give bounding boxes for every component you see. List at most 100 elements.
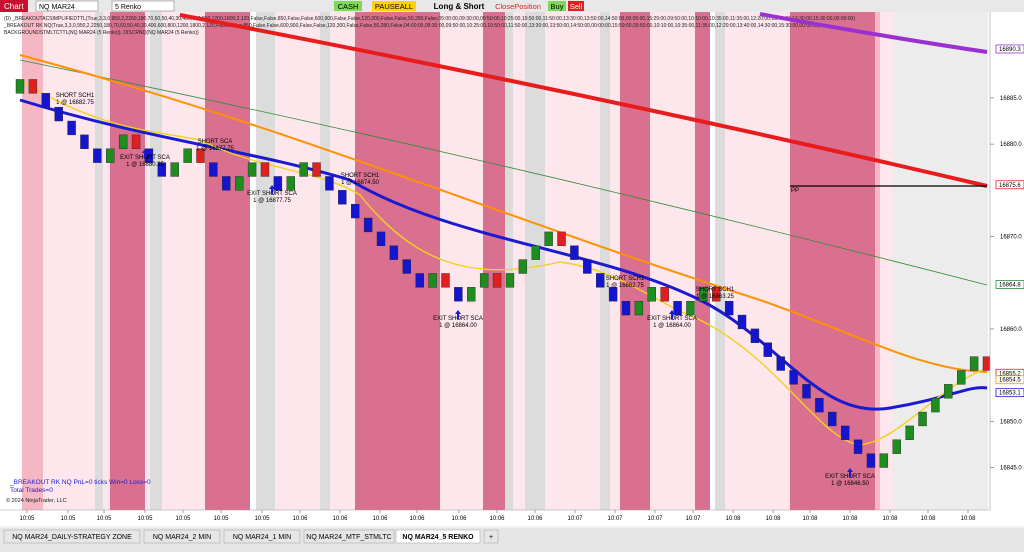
price-tick-label: 16880.0: [1000, 142, 1022, 148]
toolbar-button-label[interactable]: Sell: [570, 2, 583, 11]
renko-brick: [402, 259, 411, 274]
price-marker: [995, 180, 1024, 190]
time-label: 10:05: [60, 516, 76, 522]
trade-label: SHORT SCH1: [696, 287, 735, 293]
toolbar-button[interactable]: [548, 1, 566, 11]
price-marker-label: 16855.2: [999, 371, 1021, 377]
renko-brick: [441, 273, 450, 288]
renko-brick: [712, 287, 721, 302]
renko-brick: [621, 300, 631, 316]
toolbar: [0, 0, 1024, 12]
renko-brick: [351, 203, 360, 219]
session-band: [110, 12, 145, 510]
price-tick-label: 16860.0: [1000, 327, 1022, 333]
tab-label[interactable]: NQ MAR24_MTF_STMLTC: [306, 534, 391, 541]
trade-detail: 1 @ 16863.25: [696, 294, 734, 300]
session-band: [505, 12, 513, 510]
price-marker: [995, 388, 1024, 398]
tab[interactable]: [483, 529, 499, 544]
toolbar-button-label[interactable]: PAUSEALL: [375, 2, 413, 11]
price-tick-label: 16885.0: [1000, 96, 1022, 102]
trade-detail: 1 @ 16864.00: [439, 323, 477, 329]
trade-label: SHORT SCA: [198, 139, 233, 145]
toolbar-button[interactable]: [334, 1, 362, 11]
trade-arrow: [455, 310, 461, 319]
session-band: [145, 12, 150, 510]
renko-brick: [518, 259, 528, 274]
time-label: 10:08: [842, 516, 858, 522]
tab-label[interactable]: NQ MAR24_5 RENKO: [402, 534, 474, 541]
period[interactable]: 5 Renko: [115, 4, 141, 11]
trade-arrow: [669, 310, 675, 319]
renko-brick: [647, 287, 656, 302]
renko-brick: [325, 176, 334, 191]
window-button[interactable]: [1008, 1, 1022, 11]
tab[interactable]: [395, 529, 481, 544]
time-label: 10:06: [292, 516, 308, 522]
tab[interactable]: [3, 529, 141, 544]
renko-brick: [866, 453, 876, 468]
indicator-line: (D) _BREAKOUTACSIMPLIFIEDTTL(True,3,3,0,…: [4, 16, 855, 22]
renko-brick: [338, 190, 347, 205]
time-label: 10:08: [960, 516, 976, 522]
toolbar-button-label[interactable]: Buy: [551, 2, 564, 11]
tab-label[interactable]: NQ MAR24_DAILY-STRATEGY ZONE: [12, 534, 132, 541]
session-band: [256, 12, 275, 510]
renko-brick: [312, 162, 321, 177]
time-label: 10:06: [409, 516, 425, 522]
renko-brick: [957, 370, 966, 385]
tab-label[interactable]: NQ MAR24_2 MIN: [153, 534, 211, 541]
copyright: © 2024 NinjaTrader, LLC: [6, 497, 67, 504]
renko-brick: [93, 148, 102, 163]
time-label: 10:06: [489, 516, 505, 522]
renko-brick: [467, 287, 476, 302]
session-band: [150, 12, 162, 510]
tab-label[interactable]: NQ MAR24_1 MIN: [233, 534, 291, 541]
time-label: 10:05: [19, 516, 35, 522]
session-band: [205, 12, 250, 510]
instrument-select[interactable]: [35, 0, 99, 12]
toolbar-button[interactable]: [372, 1, 416, 11]
red-ma: [179, 13, 988, 188]
indicator-line: _BREAKOUT RK NQ(True,3,3,0,950,2,2250,18…: [3, 23, 821, 29]
renko-brick: [196, 148, 205, 163]
price-marker-label: 16864.8: [999, 283, 1021, 289]
trade-arrow: [847, 468, 853, 477]
price-marker-label: 16854.5: [999, 378, 1021, 384]
tab[interactable]: [223, 529, 301, 544]
renko-brick: [260, 162, 270, 177]
tab[interactable]: [303, 529, 395, 544]
renko-brick: [969, 356, 979, 371]
price-axis: [990, 12, 1024, 510]
trade-detail: 1 @ 16862.75: [606, 283, 644, 289]
tab[interactable]: [143, 529, 221, 544]
renko-brick: [802, 384, 811, 399]
renko-brick: [570, 245, 579, 260]
session-band: [875, 12, 880, 510]
price-marker: [995, 44, 1024, 54]
toolbar-button[interactable]: [568, 1, 584, 11]
toolbar-button-label[interactable]: ClosePosition: [495, 2, 541, 11]
renko-brick: [41, 93, 50, 108]
renko-brick: [505, 273, 515, 288]
price-tick-label: 16850.0: [1000, 419, 1022, 425]
purple-ma: [759, 12, 988, 54]
session-band: [880, 12, 893, 510]
toolbar-button-label[interactable]: Long & Short: [434, 2, 485, 11]
renko-brick: [892, 439, 901, 454]
session-band: [330, 12, 355, 510]
renko-brick: [67, 120, 76, 136]
instrument[interactable]: NQ MAR24: [39, 4, 75, 11]
tab-label[interactable]: +: [489, 534, 493, 541]
renko-brick: [815, 398, 824, 413]
trade-detail: 1 @ 16846.50: [831, 481, 869, 487]
renko-brick: [363, 217, 373, 233]
session-band: [103, 12, 110, 510]
renko-brick: [608, 287, 618, 302]
period-select[interactable]: [111, 0, 175, 12]
trade-detail: 1 @ 16882.75: [56, 100, 94, 106]
toolbar-button-label[interactable]: CASH: [338, 2, 359, 11]
renko-brick: [479, 273, 489, 288]
renko-brick: [131, 134, 141, 149]
renko-brick: [273, 176, 283, 191]
